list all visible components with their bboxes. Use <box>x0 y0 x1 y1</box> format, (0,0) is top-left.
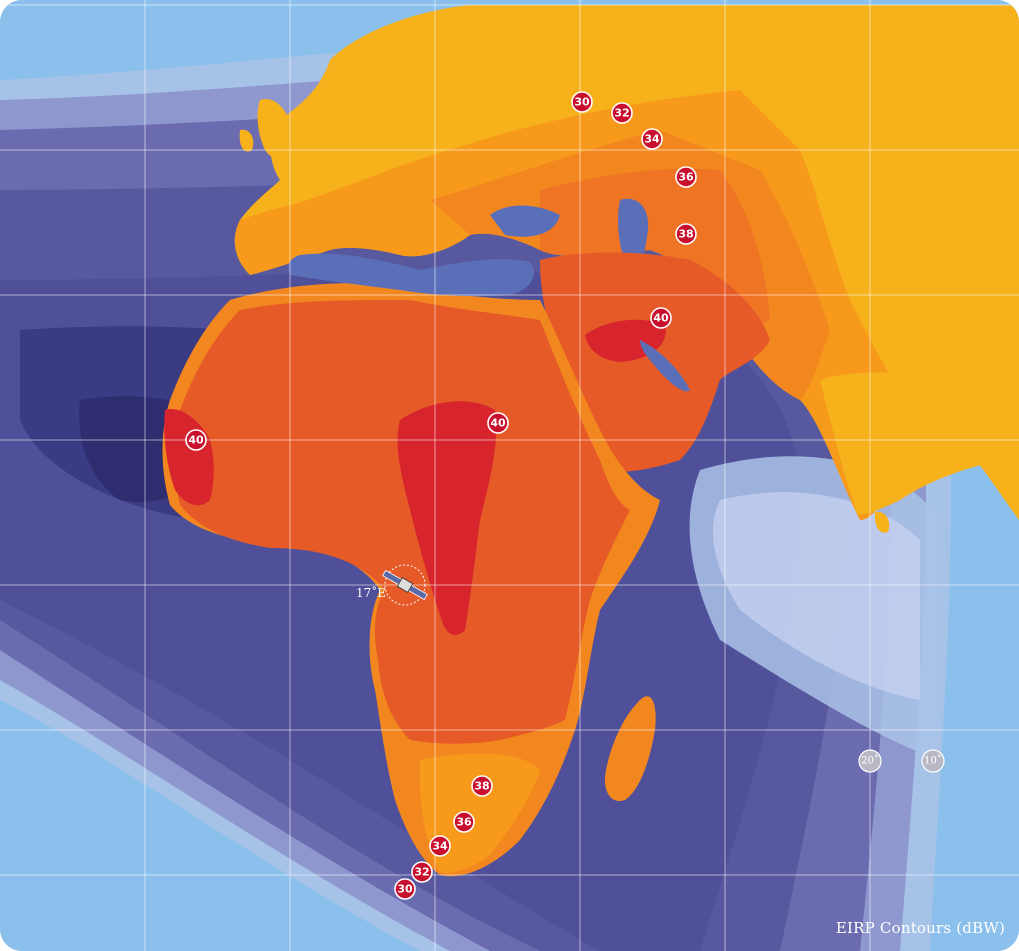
contour-badge-32: 32 <box>611 102 633 124</box>
contour-badge-value: 32 <box>414 866 429 879</box>
legend-title: EIRP Contours (dBW) <box>835 919 1005 937</box>
contour-badge-38: 38 <box>675 223 697 245</box>
contour-badge-value: 30 <box>574 96 590 109</box>
contour-badge-value: 40 <box>188 434 204 447</box>
contour-badge-value: 38 <box>678 228 693 241</box>
mediterranean-sea <box>288 253 534 297</box>
contour-badge-value: 36 <box>456 816 472 829</box>
contour-badge-value: 32 <box>614 107 629 120</box>
contour-badge-38: 38 <box>471 775 493 797</box>
contour-badge-36: 36 <box>675 166 697 188</box>
contour-badge-34: 34 <box>429 835 451 857</box>
contour-badge-40: 40 <box>185 429 207 451</box>
contour-badge-34: 34 <box>641 128 663 150</box>
contour-badge-value: 38 <box>474 780 489 793</box>
satellite-icon <box>382 569 428 601</box>
elevation-marker: 10˚ <box>921 749 945 773</box>
contour-badge-30: 30 <box>571 91 593 113</box>
contour-badge-value: 30 <box>397 883 413 896</box>
satellite-label: 17˚E <box>356 585 386 600</box>
contour-badge-value: 34 <box>644 133 660 146</box>
elevation-marker-label: 20˚ <box>861 755 879 767</box>
contour-badge-40: 40 <box>650 307 672 329</box>
elevation-marker-label: 10˚ <box>924 755 942 767</box>
contour-badge-value: 40 <box>490 417 506 430</box>
india-landmass <box>820 372 1000 533</box>
contour-badge-value: 34 <box>432 840 448 853</box>
satellite-marker: 17˚E <box>356 564 428 606</box>
contour-badge-40: 40 <box>487 412 509 434</box>
elevation-markers: 20˚ 10˚ <box>858 749 945 773</box>
satellite-ring <box>384 564 426 606</box>
africa-landmass <box>162 283 660 877</box>
contour-badge-value: 36 <box>678 171 694 184</box>
contour-badge-36: 36 <box>453 811 475 833</box>
contour-badge-value: 40 <box>653 312 669 325</box>
elevation-marker: 20˚ <box>858 749 882 773</box>
contour-badge-32: 32 <box>411 861 433 883</box>
contour-badge-30: 30 <box>394 878 416 900</box>
